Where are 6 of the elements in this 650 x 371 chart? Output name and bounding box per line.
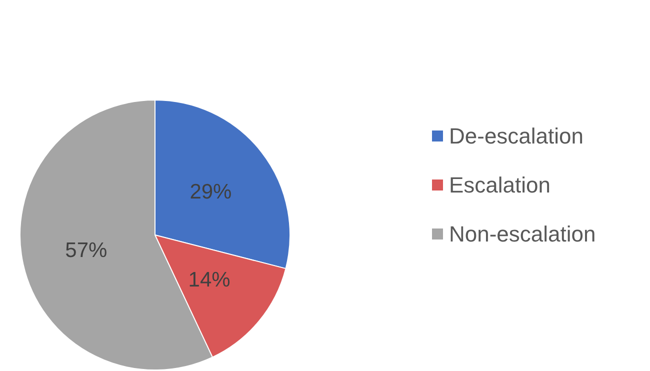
legend-label: Escalation: [449, 172, 551, 198]
legend-label: De-escalation: [449, 124, 584, 148]
data-label: 57%: [65, 238, 108, 262]
legend-label: Non-escalation: [449, 222, 596, 246]
data-label: 14%: [188, 268, 230, 292]
data-label: 29%: [190, 180, 232, 204]
